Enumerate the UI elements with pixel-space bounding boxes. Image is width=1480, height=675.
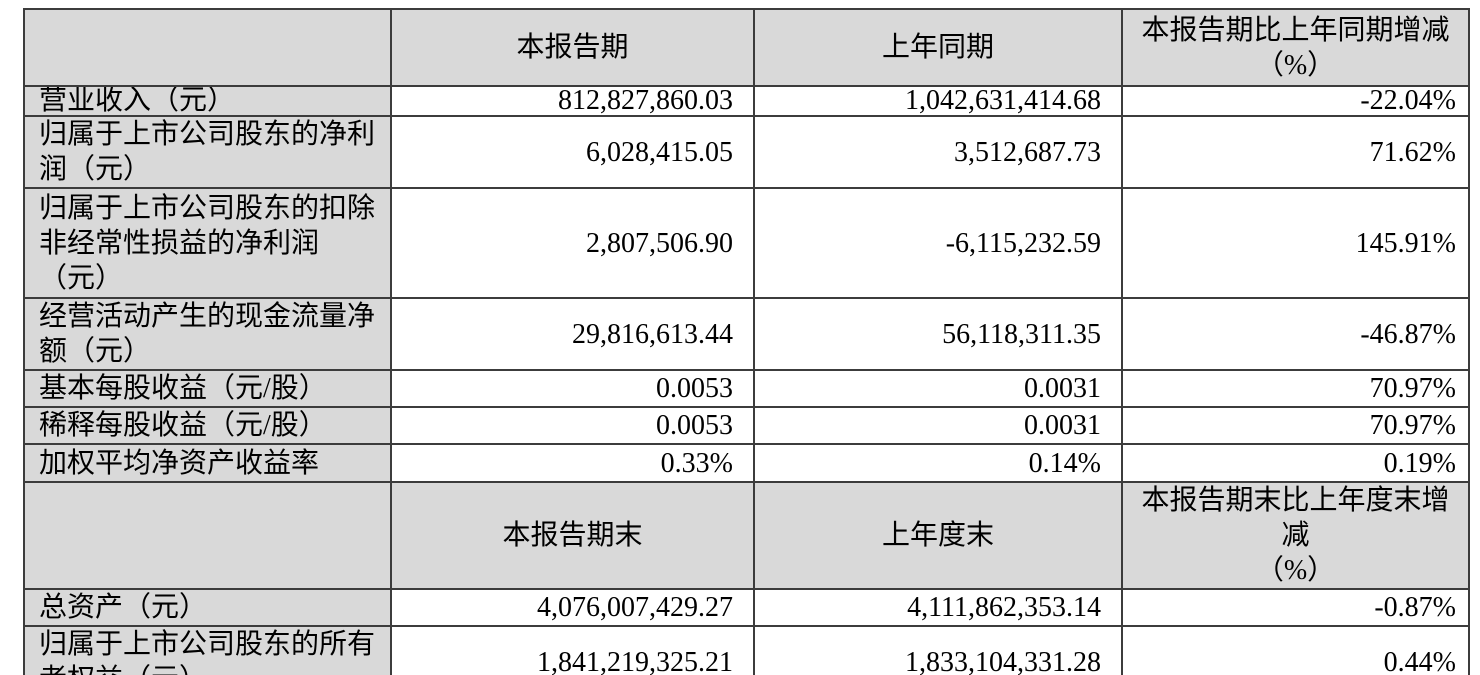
- row-label: 归属于上市公司股东的净利润（元）: [23, 115, 392, 189]
- header-period-end-change: 本报告期末比上年度末增减 （%）: [1121, 481, 1470, 590]
- row-label: 加权平均净资产收益率: [23, 443, 392, 483]
- change-value: 70.97%: [1121, 406, 1470, 445]
- table-row-net-profit-excl-nonrecurring: 归属于上市公司股东的扣除非经常性损益的净利润（元） 2,807,506.90 -…: [23, 187, 1470, 299]
- table-row-weighted-avg-roe: 加权平均净资产收益率 0.33% 0.14% 0.19%: [23, 443, 1470, 483]
- header-period-end-change-line2: （%）: [1255, 555, 1336, 586]
- financial-summary-table: 本报告期 上年同期 本报告期比上年同期增减 （%） 营业收入（元） 812,82…: [23, 8, 1470, 675]
- current-period-value: 812,827,860.03: [390, 85, 755, 117]
- prior-period-value: 1,042,631,414.68: [753, 85, 1123, 117]
- current-period-value: 4,076,007,429.27: [390, 588, 755, 627]
- header-current-period-end: 本报告期末: [390, 481, 755, 590]
- change-value: -22.04%: [1121, 85, 1470, 117]
- corner-cell: [23, 8, 392, 87]
- prior-period-value: 3,512,687.73: [753, 115, 1123, 189]
- header-period-end-change-line1: 本报告期末比上年度末增减: [1141, 485, 1450, 551]
- row-label: 稀释每股收益（元/股）: [23, 406, 392, 445]
- header-period-change: 本报告期比上年同期增减 （%）: [1121, 8, 1470, 87]
- prior-period-value: -6,115,232.59: [753, 187, 1123, 299]
- row-label: 经营活动产生的现金流量净额（元）: [23, 297, 392, 371]
- table-row-basic-eps: 基本每股收益（元/股） 0.0053 0.0031 70.97%: [23, 369, 1470, 408]
- row-label: 归属于上市公司股东的所有者权益（元）: [23, 625, 392, 675]
- header-period-change-line1: 本报告期比上年同期增减: [1141, 14, 1450, 46]
- change-value: -0.87%: [1121, 588, 1470, 627]
- change-value: 71.62%: [1121, 115, 1470, 189]
- row-label: 基本每股收益（元/股）: [23, 369, 392, 408]
- current-period-value: 2,807,506.90: [390, 187, 755, 299]
- header-prior-period: 上年同期: [753, 8, 1123, 87]
- change-value: 70.97%: [1121, 369, 1470, 408]
- current-period-value: 0.33%: [390, 443, 755, 483]
- row-label: 营业收入（元）: [23, 85, 392, 117]
- period-header-row: 本报告期 上年同期 本报告期比上年同期增减 （%）: [23, 8, 1470, 87]
- header-prior-year-end: 上年度末: [753, 481, 1123, 590]
- prior-period-value: 0.0031: [753, 369, 1123, 408]
- header-current-period: 本报告期: [390, 8, 755, 87]
- current-period-value: 1,841,219,325.21: [390, 625, 755, 675]
- table-row-operating-revenue: 营业收入（元） 812,827,860.03 1,042,631,414.68 …: [23, 85, 1470, 117]
- current-period-value: 0.0053: [390, 369, 755, 408]
- table-row-net-profit: 归属于上市公司股东的净利润（元） 6,028,415.05 3,512,687.…: [23, 115, 1470, 189]
- change-value: 0.19%: [1121, 443, 1470, 483]
- table-row-operating-cash-flow: 经营活动产生的现金流量净额（元） 29,816,613.44 56,118,31…: [23, 297, 1470, 371]
- prior-period-value: 0.14%: [753, 443, 1123, 483]
- change-value: 0.44%: [1121, 625, 1470, 675]
- row-label: 归属于上市公司股东的扣除非经常性损益的净利润（元）: [23, 187, 392, 299]
- corner-cell: [23, 481, 392, 590]
- change-value: -46.87%: [1121, 297, 1470, 371]
- current-period-value: 6,028,415.05: [390, 115, 755, 189]
- prior-period-value: 1,833,104,331.28: [753, 625, 1123, 675]
- current-period-value: 0.0053: [390, 406, 755, 445]
- prior-period-value: 0.0031: [753, 406, 1123, 445]
- table-row-diluted-eps: 稀释每股收益（元/股） 0.0053 0.0031 70.97%: [23, 406, 1470, 445]
- table-row-owners-equity: 归属于上市公司股东的所有者权益（元） 1,841,219,325.21 1,83…: [23, 625, 1470, 675]
- table-row-total-assets: 总资产（元） 4,076,007,429.27 4,111,862,353.14…: [23, 588, 1470, 627]
- row-label: 总资产（元）: [23, 588, 392, 627]
- period-end-header-row: 本报告期末 上年度末 本报告期末比上年度末增减 （%）: [23, 481, 1470, 590]
- change-value: 145.91%: [1121, 187, 1470, 299]
- prior-period-value: 4,111,862,353.14: [753, 588, 1123, 627]
- prior-period-value: 56,118,311.35: [753, 297, 1123, 371]
- current-period-value: 29,816,613.44: [390, 297, 755, 371]
- header-period-change-line2: （%）: [1255, 49, 1336, 81]
